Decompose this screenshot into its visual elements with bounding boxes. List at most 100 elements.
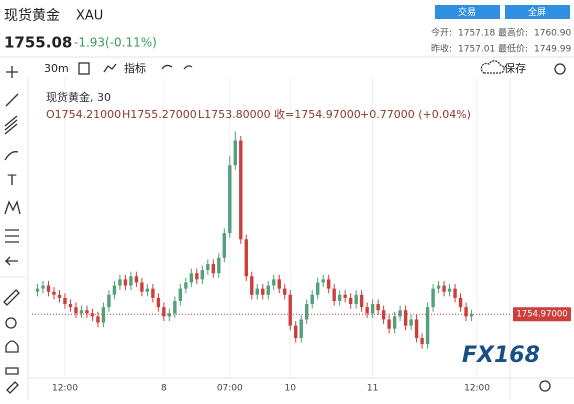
candle-body <box>217 257 221 274</box>
candle-body <box>90 313 95 317</box>
x-tick-label: 07:00 <box>217 384 243 394</box>
legend-high: H1755.27000 <box>122 108 197 121</box>
fullscreen-button[interactable] <box>505 5 570 19</box>
legend-close: 收=1754.97000 <box>274 107 361 121</box>
legend: 现货黄金, 30 O1754.21000 H1755.27000 L1753.8… <box>46 90 471 121</box>
candle-body <box>277 279 281 289</box>
undo-icon[interactable] <box>161 64 173 70</box>
candle-body <box>173 300 177 314</box>
watermark: FX168 <box>462 343 540 368</box>
candle-body <box>458 297 463 308</box>
candle-body <box>222 233 227 258</box>
candle-body <box>442 285 446 292</box>
candle-body <box>79 310 84 314</box>
candle-body <box>228 165 232 234</box>
candle-body <box>255 288 259 295</box>
candle-body <box>233 140 237 166</box>
candle-body <box>46 285 51 292</box>
candle-body <box>74 307 78 314</box>
candle-body <box>145 288 150 292</box>
drawing-toolbar: T <box>0 66 26 394</box>
cloud-icon[interactable] <box>480 60 505 74</box>
x-tick-label: 8 <box>161 384 167 394</box>
x-tick-label: 10 <box>285 384 297 394</box>
candle-body <box>409 319 413 326</box>
candle-body <box>101 307 106 323</box>
candle-body <box>63 297 67 305</box>
candle-body <box>244 239 248 277</box>
lock-tool[interactable] <box>5 367 19 375</box>
instrument-code: XAU <box>76 9 103 24</box>
pattern-tool[interactable] <box>4 200 21 215</box>
candle-body <box>200 270 205 280</box>
fib-tool[interactable] <box>4 115 18 135</box>
candle-body <box>431 288 435 308</box>
candle-body <box>398 310 402 317</box>
line-tool[interactable] <box>5 93 19 107</box>
fullscreen-button-label[interactable]: 全屏 <box>528 6 546 18</box>
crosshair-tool[interactable] <box>6 66 18 78</box>
candle-body <box>156 297 161 308</box>
candle-body <box>272 279 276 286</box>
x-tick-label: 12:00 <box>464 384 490 394</box>
candle-body <box>436 285 441 289</box>
stat-value: 1760.90 <box>534 29 571 39</box>
candle-body <box>370 304 375 314</box>
candle-body <box>35 288 40 292</box>
candle-body <box>239 140 243 240</box>
candle-body <box>365 307 369 314</box>
prediction-tool[interactable] <box>5 229 19 243</box>
candle-body <box>85 310 89 314</box>
candle-body <box>464 307 468 317</box>
candle-body <box>447 288 452 292</box>
candle-body <box>321 279 325 283</box>
candle-body <box>57 294 62 298</box>
trash-tool[interactable] <box>6 381 19 394</box>
candle-body <box>403 310 408 326</box>
candle-body <box>420 337 424 345</box>
zoom-tool[interactable] <box>5 317 17 329</box>
chart-type-icon[interactable] <box>78 62 90 75</box>
candle-body <box>68 304 73 308</box>
ruler-tool[interactable] <box>3 289 20 306</box>
candle-body <box>310 294 314 305</box>
candle-body <box>337 294 342 301</box>
candle-body <box>305 304 309 320</box>
candle-body <box>326 279 331 289</box>
candle-body <box>189 273 194 283</box>
settings-icon[interactable] <box>554 63 566 75</box>
instrument-name: 现货黄金 <box>4 7 60 24</box>
candle-body <box>112 285 117 295</box>
text-tool[interactable]: T <box>7 173 17 189</box>
x-tick-label: 11 <box>367 384 378 394</box>
trade-button-label[interactable]: 交易 <box>458 6 476 18</box>
axis-settings-icon[interactable] <box>539 380 551 392</box>
candle-body <box>469 314 474 317</box>
magnet-tool[interactable] <box>5 340 19 353</box>
candle-body <box>425 307 430 345</box>
candle-body <box>332 288 336 301</box>
candle-body <box>343 294 347 298</box>
stat-label: 昨收: <box>431 43 452 55</box>
trade-button[interactable] <box>435 5 500 19</box>
candle-body <box>118 279 122 286</box>
candle-body <box>266 285 270 295</box>
stat-label: 最低价: <box>498 43 528 55</box>
price-change: -1.93(-0.11%) <box>74 36 157 50</box>
candle-body <box>178 288 183 301</box>
candle-body <box>288 294 292 326</box>
redo-icon[interactable] <box>183 65 193 70</box>
interval-button[interactable]: 30m <box>44 62 69 75</box>
back-tool[interactable] <box>4 256 18 266</box>
candle-body <box>414 319 419 338</box>
indicator-icon[interactable] <box>103 63 117 73</box>
candle-body <box>167 313 172 317</box>
brush-tool[interactable] <box>4 151 19 161</box>
last-price: 1755.08 <box>4 34 72 52</box>
save-button[interactable]: 保存 <box>504 61 526 75</box>
indicator-button[interactable]: 指标 <box>124 61 146 75</box>
candle-body <box>359 294 364 308</box>
stat-value: 1757.18 <box>458 29 495 39</box>
